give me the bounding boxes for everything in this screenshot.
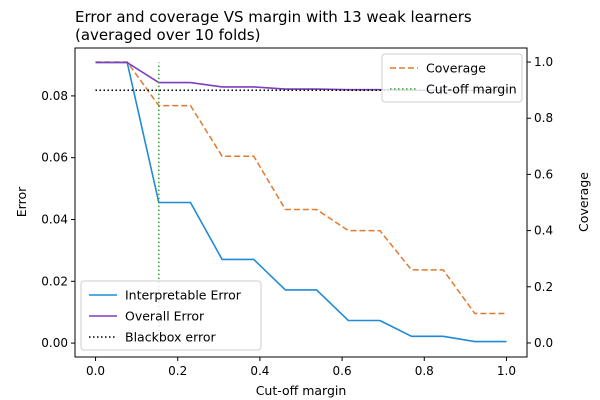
y2-tick-label: 0.2 [534, 280, 553, 294]
x-tick-label: 0.2 [168, 364, 187, 378]
y2-tick-label: 0.4 [534, 224, 553, 238]
y2-axis-label: Coverage [576, 172, 591, 232]
legend-right: Coverage Cut-off margin [381, 53, 523, 103]
y-tick-label: 0.06 [41, 151, 68, 165]
y2-tick-label: 0.6 [534, 167, 553, 181]
x-axis-label: Cut-off margin [256, 383, 347, 398]
y2-tick-label: 0.8 [534, 111, 553, 125]
legend-label: Coverage [426, 61, 486, 76]
legend-left: Interpretable Error Overall Error Blackbox… [80, 280, 262, 351]
legend-box [80, 280, 262, 351]
y2-tick-label: 0.0 [534, 336, 553, 350]
x-tick-label: 0.0 [86, 364, 105, 378]
y-tick-label: 0.04 [41, 212, 68, 226]
tick-layer: 0.0 0.2 0.4 0.6 0.8 1.0 0.00 0.02 0.04 0.06 0.08 0.… [41, 55, 553, 378]
chart-title-line-1: Error and coverage VS margin with 13 wea… [75, 8, 472, 26]
x-tick-label: 0.8 [415, 364, 434, 378]
legend-label: Blackbox error [125, 330, 217, 345]
y2-tick-label: 1.0 [534, 55, 553, 69]
series-line-coverage [95, 61, 507, 315]
x-tick-label: 0.6 [333, 364, 352, 378]
y-tick-label: 0.00 [41, 336, 68, 350]
plot-frame [74, 47, 528, 358]
y-tick-label: 0.02 [41, 274, 68, 288]
x-tick-label: 1.0 [497, 364, 516, 378]
chart-title-line-2: (averaged over 10 folds) [75, 26, 260, 44]
legend-label: Overall Error [125, 309, 205, 324]
x-tick-label: 0.4 [250, 364, 269, 378]
series-line-interpretable-error [95, 61, 507, 343]
legend-box [381, 53, 523, 103]
y-axis-label: Error [14, 186, 29, 217]
legend-label: Interpretable Error [125, 288, 242, 303]
legend-label: Cut-off margin [426, 82, 517, 97]
y-tick-label: 0.08 [41, 89, 68, 103]
